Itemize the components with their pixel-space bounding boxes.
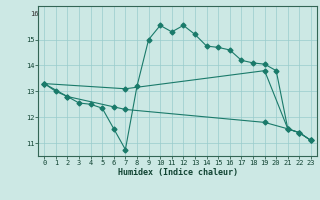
Text: 16: 16 <box>30 11 38 17</box>
X-axis label: Humidex (Indice chaleur): Humidex (Indice chaleur) <box>118 168 238 177</box>
